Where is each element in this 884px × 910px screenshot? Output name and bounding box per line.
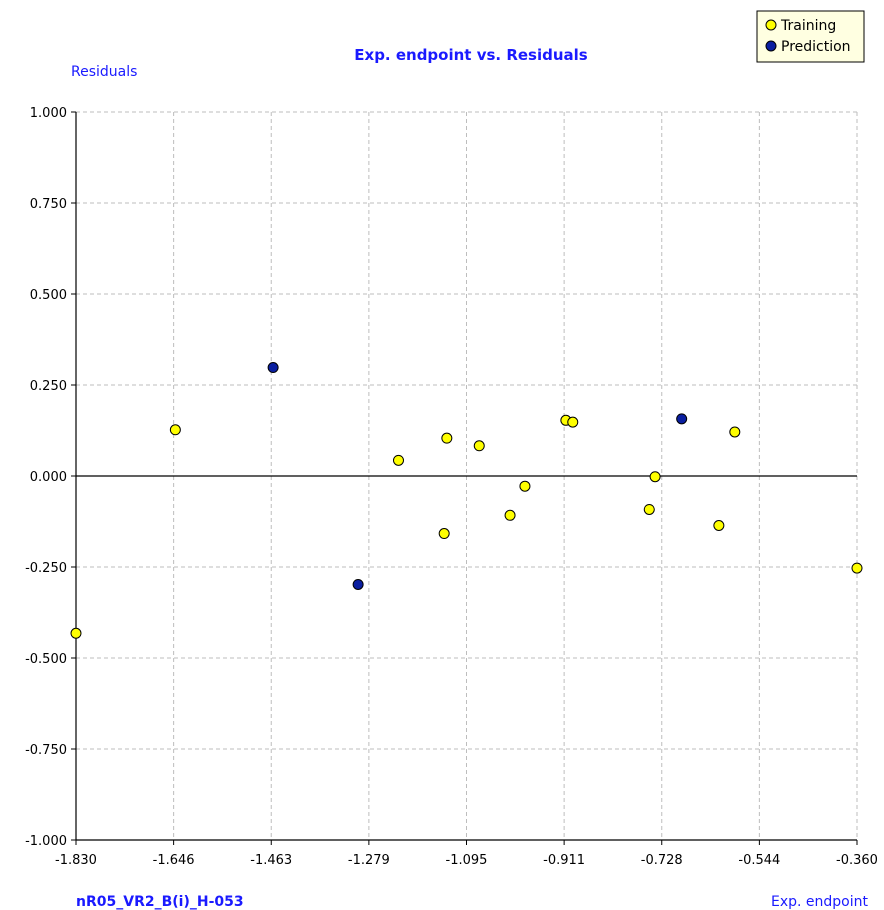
legend: Training Prediction	[756, 10, 865, 63]
y-tick-label: -0.500	[25, 652, 67, 667]
y-tick-label: 0.000	[30, 470, 67, 485]
y-tick-label: -0.750	[25, 743, 67, 758]
y-axis-title: Residuals	[71, 64, 137, 80]
training-point	[504, 509, 516, 521]
y-tick-label: 0.750	[30, 197, 67, 212]
y-tick-label: 0.250	[30, 379, 67, 394]
x-tick-label: -0.728	[641, 853, 683, 868]
legend-label-prediction: Prediction	[781, 39, 851, 55]
legend-label-training: Training	[780, 18, 836, 34]
x-tick-label: -1.646	[153, 853, 195, 868]
chart-caption: nR05_VR2_B(i)_H-053	[76, 894, 244, 910]
prediction-point	[352, 578, 364, 590]
x-tick-label: -1.463	[250, 853, 292, 868]
training-point	[519, 480, 531, 492]
y-tick-label: -0.250	[25, 561, 67, 576]
prediction-point	[267, 362, 279, 374]
training-point	[392, 454, 404, 466]
prediction-point	[676, 413, 688, 425]
x-tick-label: -0.911	[543, 853, 585, 868]
y-tick-label: 1.000	[30, 106, 67, 121]
y-tick-label: 0.500	[30, 288, 67, 303]
training-point	[169, 424, 181, 436]
x-axis-title: Exp. endpoint	[771, 894, 869, 910]
training-point	[70, 627, 82, 639]
training-point	[473, 440, 485, 452]
x-tick-label: -0.544	[738, 853, 780, 868]
training-point	[438, 528, 450, 540]
data-points	[70, 362, 863, 639]
x-tick-label: -0.360	[836, 853, 878, 868]
x-axis-ticks: -1.830 -1.646 -1.463 -1.279 -1.095 -0.911 -0.7…	[55, 840, 878, 868]
legend-marker-prediction	[765, 40, 777, 52]
chart-title: Exp. endpoint vs. Residuals	[354, 46, 588, 64]
training-point	[441, 432, 453, 444]
training-point	[567, 416, 579, 428]
x-tick-label: -1.830	[55, 853, 97, 868]
legend-marker-training	[765, 19, 777, 31]
training-point	[649, 471, 661, 483]
y-tick-label: -1.000	[25, 834, 67, 849]
legend-box	[756, 10, 865, 63]
x-tick-label: -1.095	[446, 853, 488, 868]
x-tick-label: -1.279	[348, 853, 390, 868]
training-point	[713, 520, 725, 532]
training-point	[729, 426, 741, 438]
training-point	[851, 562, 863, 574]
training-point	[643, 503, 655, 515]
y-axis-ticks: 1.000 0.750 0.500 0.250 0.000 -0.250 -0.500 -0.…	[25, 106, 76, 849]
